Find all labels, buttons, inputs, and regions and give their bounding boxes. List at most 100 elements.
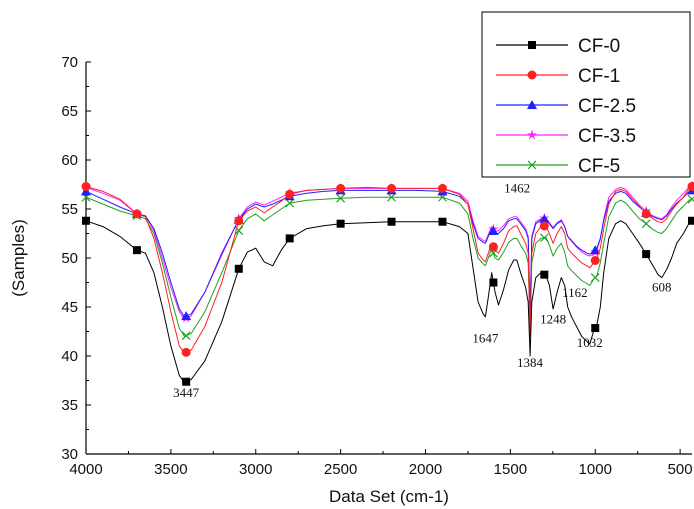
point-cf-1 <box>285 189 295 199</box>
peak-label: 3447 <box>173 385 200 400</box>
point-cf-5 <box>539 233 549 243</box>
point-cf-5 <box>387 192 396 202</box>
y-tick-label: 40 <box>61 348 78 365</box>
x-tick-label: 2500 <box>324 461 357 478</box>
point-cf-0 <box>642 250 651 259</box>
point-cf-0 <box>336 219 345 228</box>
y-tick-label: 55 <box>61 201 78 218</box>
peak-label: 1248 <box>540 312 566 327</box>
peak-label: 1162 <box>562 285 588 300</box>
point-cf-2-5 <box>181 311 192 321</box>
point-cf-1 <box>336 183 346 193</box>
point-cf-1 <box>81 181 91 191</box>
peak-label: 1384 <box>517 355 544 370</box>
point-cf-5-stroke <box>590 273 600 283</box>
x-tick-label: 2000 <box>409 461 442 478</box>
point-cf-5-stroke <box>641 219 651 229</box>
point-cf-1 <box>181 347 191 357</box>
point-cf-2-5 <box>590 245 601 255</box>
point-cf-0 <box>285 234 294 243</box>
annotations: 3447 1647 1384 1248 1162 1032 608 1462 <box>173 180 671 400</box>
point-cf-0 <box>234 264 243 273</box>
point-cf-1 <box>488 242 498 252</box>
legend-item-cf-0: CF-0 <box>496 36 620 57</box>
point-cf-5-stroke <box>687 196 694 204</box>
legend-label: CF-5 <box>578 156 620 177</box>
legend-label: CF-2.5 <box>578 96 636 117</box>
point-cf-0 <box>182 377 191 386</box>
point-cf-1 <box>132 209 142 219</box>
point-cf-5-stroke <box>181 331 191 341</box>
series-line-cf-1 <box>85 186 691 354</box>
point-cf-1 <box>387 183 397 193</box>
legend-marker-cf-5 <box>527 160 537 170</box>
x-tick-label: 1500 <box>494 461 527 478</box>
point-cf-0 <box>438 217 447 226</box>
axes: 4000 3500 3000 2500 2000 1500 1000 500 30 35 40 45 5… <box>61 54 692 478</box>
point-cf-0 <box>82 216 90 225</box>
point-cf-5 <box>641 219 651 229</box>
peak-label: 1647 <box>472 330 499 345</box>
y-tick-label: 30 <box>61 446 78 463</box>
legend-marker-cf-1 <box>527 70 537 80</box>
series-layer <box>80 179 694 386</box>
legend-marker-cf-5-stroke <box>527 160 537 170</box>
legend-item-cf-1: CF-1 <box>496 66 620 87</box>
point-cf-2-5 <box>539 214 550 224</box>
x-tick-label: 4000 <box>69 461 102 478</box>
legend-label: CF-3.5 <box>578 126 636 147</box>
legend-item-cf-3-5: CF-3.5 <box>496 126 636 147</box>
point-cf-2-5 <box>488 226 499 236</box>
y-tick-label: 65 <box>61 103 78 120</box>
x-axis-title: Data Set (cm-1) <box>329 487 449 506</box>
legend-marker-cf-2-5 <box>527 100 537 109</box>
point-cf-5-stroke <box>336 193 346 203</box>
point-cf-1 <box>234 216 244 226</box>
point-cf-5-stroke <box>387 192 396 202</box>
legend-marker-cf-3-5 <box>526 129 538 140</box>
point-cf-5 <box>687 194 694 204</box>
point-cf-1 <box>539 221 549 231</box>
peak-label: 608 <box>652 279 672 294</box>
point-cf-5 <box>234 226 244 235</box>
x-tick-label: 1000 <box>579 461 612 478</box>
legend-label: CF-0 <box>578 36 620 57</box>
legend-box <box>481 11 691 178</box>
point-cf-5 <box>336 193 346 203</box>
y-tick-label: 60 <box>61 152 78 169</box>
point-cf-5 <box>590 273 600 283</box>
point-cf-1 <box>687 181 694 191</box>
point-cf-5 <box>181 331 191 341</box>
point-cf-0 <box>540 270 549 279</box>
y-tick-label: 50 <box>61 250 78 267</box>
point-cf-0 <box>489 278 498 287</box>
legend-marker-cf-0 <box>528 41 536 49</box>
point-cf-1 <box>437 183 447 193</box>
y-tick-label: 35 <box>61 397 78 414</box>
point-cf-5-stroke <box>285 198 295 208</box>
point-cf-0 <box>591 324 600 333</box>
legend-item-cf-5: CF-5 <box>496 156 620 177</box>
legend-item-cf-2-5: CF-2.5 <box>496 96 636 117</box>
y-tick-label: 45 <box>61 299 78 316</box>
legend: CF-0 CF-1 CF-2.5 CF-3.5 CF-5 <box>481 11 691 178</box>
point-cf-0 <box>132 246 141 255</box>
x-tick-label: 500 <box>668 461 693 478</box>
point-cf-5 <box>285 198 295 208</box>
y-tick-label: 70 <box>61 54 78 71</box>
point-cf-5-stroke <box>539 233 549 243</box>
point-cf-0 <box>688 216 694 225</box>
series-cf-1 <box>81 181 694 357</box>
x-tick-label: 3500 <box>154 461 187 478</box>
y-axis-title: (Samples) <box>9 219 28 296</box>
point-cf-1 <box>641 209 651 219</box>
point-cf-1 <box>590 255 600 265</box>
point-cf-5-stroke <box>234 226 244 235</box>
peak-label: 1032 <box>577 335 603 350</box>
point-cf-0 <box>387 217 396 226</box>
series-cf-0 <box>82 216 694 386</box>
legend-label: CF-1 <box>578 66 620 87</box>
series-cf-5 <box>81 192 694 341</box>
peak-label: 1462 <box>504 180 530 195</box>
